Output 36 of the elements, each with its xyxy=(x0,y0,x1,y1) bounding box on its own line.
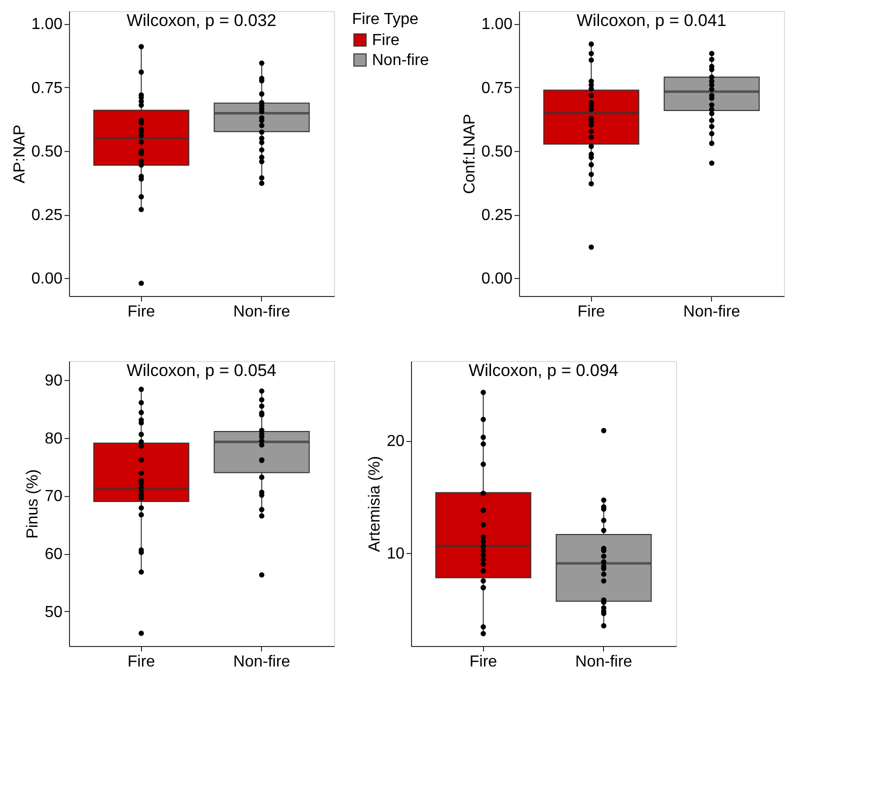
y-tick-label: 60 xyxy=(44,546,63,564)
y-tick-label: 0.00 xyxy=(31,270,63,288)
y-tick-label: 20 xyxy=(386,433,405,450)
x-tick-label: Non-fire xyxy=(575,654,632,670)
legend-title: Fire Type xyxy=(352,11,418,28)
y-tick-label: 1.00 xyxy=(31,16,63,34)
legend-label: Non-fire xyxy=(372,52,430,69)
x-tick-label: Fire xyxy=(469,654,498,670)
y-axis-title: AP:NAP xyxy=(11,124,28,184)
y-axis-title: Conf:LNAP xyxy=(461,114,478,194)
x-tick-label: Fire xyxy=(577,304,606,320)
x-tick-label: Non-fire xyxy=(233,304,290,320)
y-tick-label: 70 xyxy=(44,488,63,506)
y-tick-label: 50 xyxy=(44,604,63,621)
y-tick-label: 0.75 xyxy=(31,80,63,97)
annotation: Wilcoxon, p = 0.054 xyxy=(126,361,276,380)
y-tick-label: 80 xyxy=(44,430,63,448)
y-tick-label: 0.25 xyxy=(481,207,513,224)
legend-label: Fire xyxy=(372,32,400,49)
annotation: Wilcoxon, p = 0.041 xyxy=(576,11,726,30)
y-tick-label: 10 xyxy=(386,545,405,562)
y-tick-label: 0.00 xyxy=(481,270,513,288)
x-tick-label: Non-fire xyxy=(233,654,290,670)
x-tick-label: Non-fire xyxy=(683,304,740,320)
x-tick-label: Fire xyxy=(127,304,156,320)
y-tick-label: 0.50 xyxy=(31,143,63,160)
y-tick-label: 90 xyxy=(44,372,63,390)
y-tick-label: 0.75 xyxy=(481,80,513,97)
y-tick-label: 1.00 xyxy=(481,16,513,34)
y-tick-label: 0.25 xyxy=(31,207,63,224)
annotation: Wilcoxon, p = 0.032 xyxy=(126,11,276,30)
y-axis-title: Pinus (%) xyxy=(24,469,42,539)
y-axis-title: Artemisia (%) xyxy=(366,456,384,552)
y-tick-label: 0.50 xyxy=(481,143,513,160)
x-tick-label: Fire xyxy=(127,654,156,670)
annotation: Wilcoxon, p = 0.094 xyxy=(468,361,618,380)
